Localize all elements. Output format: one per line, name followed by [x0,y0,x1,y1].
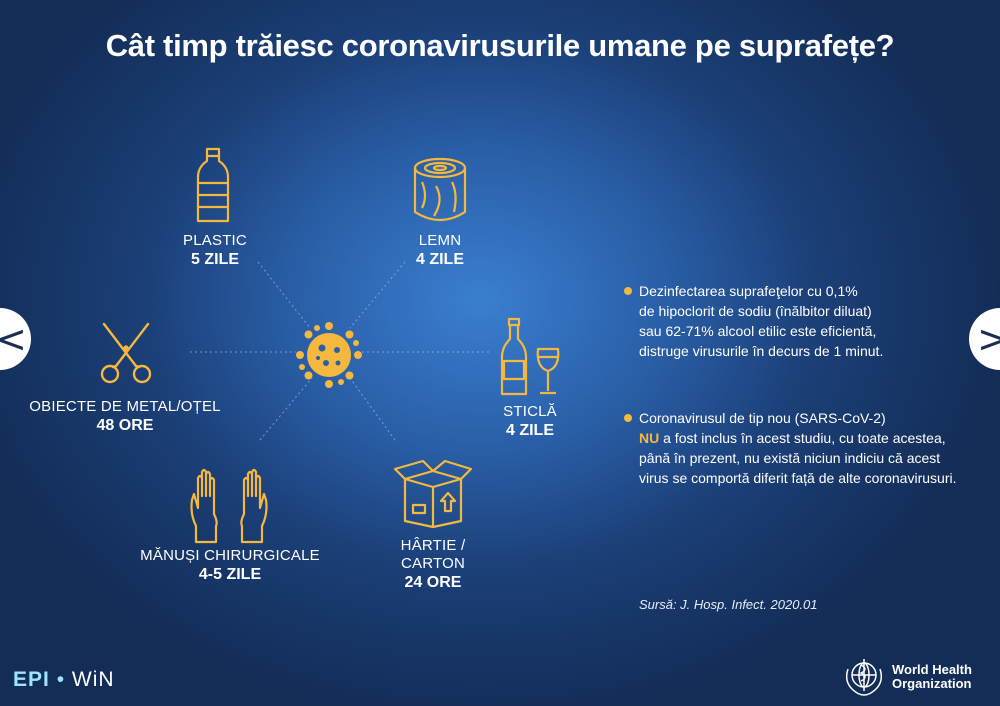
who-logo: World Health Organization [842,655,972,699]
chevron-right-icon: > [977,317,1000,361]
bottle-icon [196,147,230,223]
who-line-1: World Health [892,662,972,677]
surface-manusi: MĂNUȘI CHIRURGICALE 4-5 ZILE [135,547,325,584]
bullet-disinfection: Dezinfectarea suprafeţelor cu 0,1% de hi… [624,281,984,361]
surface-duration: 5 ZILE [190,251,239,268]
surface-duration: 4 ZILE [415,251,464,268]
surface-sticla: STICLĂ 4 ZILE [455,403,605,440]
bullet-line: sau 62-71% alcool etilic este eficientă, [639,323,877,339]
surface-duration: 24 ORE [404,574,462,591]
chevron-left-icon: < [0,317,27,361]
cardboard-box-icon [393,459,473,529]
bullet-line: virus se comportă diferit față de alte c… [639,470,957,486]
source-citation: Sursă: J. Hosp. Infect. 2020.01 [639,597,818,612]
surface-lemn: LEMN 4 ZILE [365,232,515,269]
surface-name: MĂNUȘI CHIRURGICALE [140,547,320,564]
highlight-nu: NU [639,430,660,446]
surface-plastic: PLASTIC 5 ZILE [140,232,290,269]
surface-name: PLASTIC [183,232,247,249]
epi-dot: • [56,668,66,691]
wood-log-icon [413,157,467,222]
surface-duration: 4-5 ZILE [198,566,262,583]
surface-hartie: HÂRTIE / CARTON 24 ORE [358,537,508,592]
surface-name: LEMN [418,232,462,249]
surface-name: STICLĂ [503,403,557,420]
who-line-2: Organization [892,676,972,691]
epi-win-logo: EPI • WiN [13,668,115,692]
scissors-icon [100,322,152,384]
surface-name-2: CARTON [401,555,465,572]
page-title: Cât timp trăiesc coronavirusurile umane … [105,28,895,63]
bullet-line: Coronavirusul de tip nou (SARS-CoV-2) [639,410,886,426]
gloves-icon [190,468,268,544]
surface-metal: OBIECTE DE METAL/OȚEL 48 ORE [20,398,230,435]
bullet-sars-cov-2: Coronavirusul de tip nou (SARS-CoV-2) NU… [624,408,984,488]
line-lemn [349,261,406,329]
epi-text: EPI [13,668,50,691]
bullet-line: NU a fost inclus în acest studiu, cu toa… [639,428,984,448]
prev-button[interactable]: < [0,308,31,370]
coronavirus-icon [296,322,362,388]
bullet-line: Dezinfectarea suprafeţelor cu 0,1% [639,283,858,299]
bullet-line-rest: a fost inclus în acest studiu, cu toate … [659,430,946,446]
bullet-line: distruge virusurile în decurs de 1 minut… [639,343,884,359]
surface-duration: 48 ORE [96,417,154,434]
bullet-line: până în prezent, nu există niciun indici… [639,450,941,466]
who-emblem-icon [845,659,883,696]
bullet-line: de hipoclorit de sodiu (înălbitor diluat… [639,303,872,319]
bullet-dot [624,287,632,295]
surface-name: HÂRTIE / [400,537,466,554]
win-text: WiN [71,668,115,691]
surface-duration: 4 ZILE [505,422,554,439]
surface-name: OBIECTE DE METAL/OȚEL [29,398,221,415]
info-bullets: Dezinfectarea suprafeţelor cu 0,1% de hi… [624,281,984,488]
line-plastic [257,261,311,329]
line-manusi [259,377,313,441]
glass-bottle-icon [500,317,560,396]
bullet-dot [624,414,632,422]
